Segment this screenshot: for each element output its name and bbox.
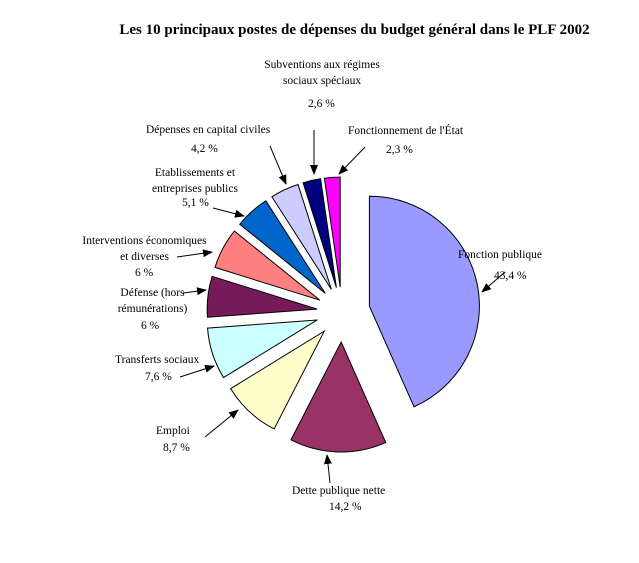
label-fonctionnement: Fonctionnement de l'État <box>348 125 464 137</box>
leader-arrow-5 <box>176 249 213 258</box>
chart-title: Les 10 principaux postes de dépenses du … <box>119 22 590 38</box>
label-dette: Dette publique nette <box>292 485 386 497</box>
value-fonctionnement: 2,3 % <box>386 144 413 156</box>
pie-slice-3 <box>207 319 318 379</box>
leader-arrow-4 <box>182 287 207 296</box>
value-transferts: 7,6 % <box>145 371 172 383</box>
label-subventions: Subventions aux régimes sociaux spéciaux <box>264 59 380 87</box>
value-emploi: 8,7 % <box>163 442 190 454</box>
pie-slice-0 <box>368 195 480 408</box>
value-subventions: 2,6 % <box>308 98 335 110</box>
leader-arrow-2 <box>204 409 239 438</box>
value-etablissements: 5,1 % <box>182 197 209 209</box>
leader-arrow-9 <box>338 146 366 175</box>
value-depenses-capital: 4,2 % <box>191 143 218 155</box>
label-defense: Défense (hors rémunérations) <box>117 287 188 315</box>
leader-arrow-3 <box>179 364 215 378</box>
label-depenses-capital: Dépenses en capital civiles <box>146 124 271 136</box>
leader-arrow-6 <box>212 207 245 218</box>
pie-slice-1 <box>290 340 387 453</box>
pie-slice-6 <box>239 200 326 294</box>
pie-slice-7 <box>271 183 332 290</box>
value-dette: 14,2 % <box>329 501 362 513</box>
leader-arrow-7 <box>269 145 287 185</box>
label-fonction-publique: Fonction publique <box>458 249 543 261</box>
pie-slice-8 <box>302 178 337 288</box>
value-fonction-publique: 43,4 % <box>494 270 527 282</box>
value-defense: 6 % <box>141 320 160 332</box>
label-transferts: Transferts sociaux <box>115 354 200 366</box>
pie-slice-5 <box>214 230 321 301</box>
pie-slice-2 <box>229 329 326 430</box>
leader-arrow-0 <box>481 271 506 293</box>
label-emploi: Emploi <box>156 425 190 437</box>
value-interventions: 6 % <box>135 267 154 279</box>
pie-slice-4 <box>206 275 318 318</box>
label-etablissements: Etablissements et entreprises publics <box>152 167 238 195</box>
pie-slice-9 <box>323 176 341 288</box>
leader-arrow-1 <box>323 454 332 484</box>
label-interventions: Interventions économiques et diverses <box>82 235 207 263</box>
